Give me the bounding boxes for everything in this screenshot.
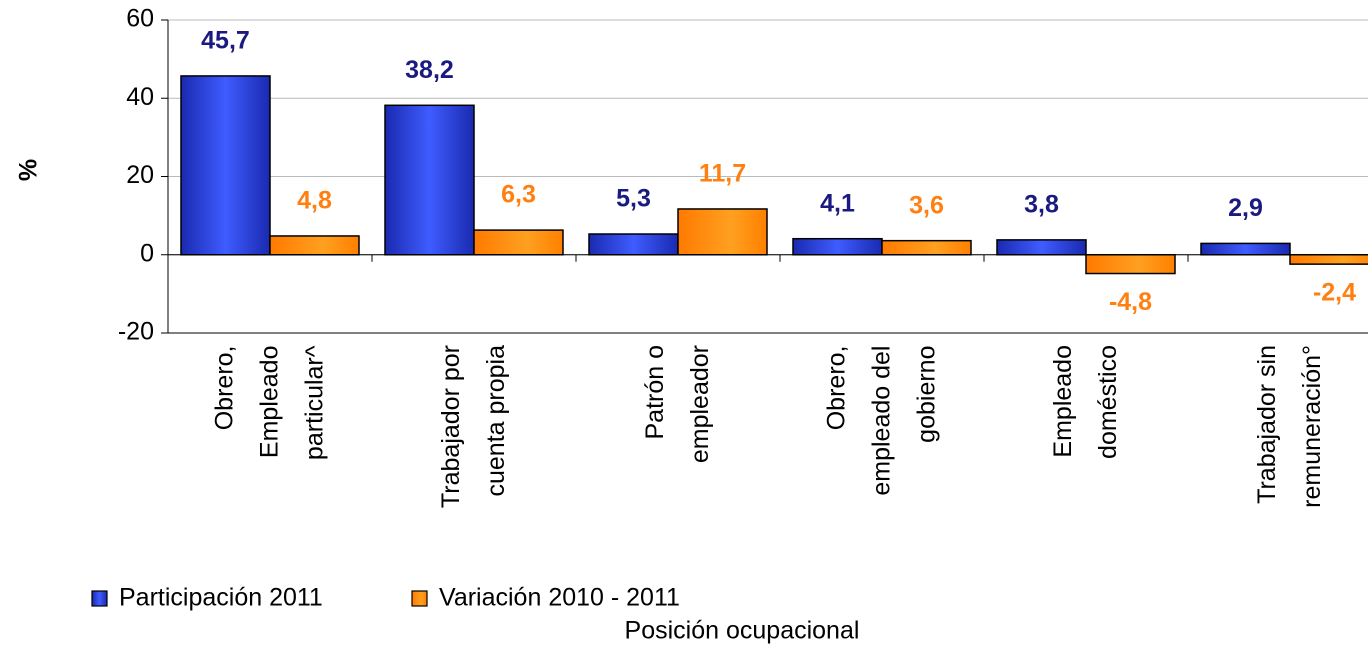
bar [473, 229, 564, 256]
data-label: -2,4 [1313, 279, 1356, 307]
data-label: 4,1 [820, 189, 855, 217]
y-tick-label: 60 [126, 5, 154, 33]
data-label: -4,8 [1109, 288, 1152, 316]
legend-swatch [411, 590, 428, 607]
data-label: 5,3 [616, 185, 651, 213]
bar [1200, 242, 1291, 256]
data-label: 6,3 [501, 181, 536, 209]
y-tick-label: 0 [140, 239, 154, 267]
y-axis-label: % [15, 159, 43, 181]
legend-label: Variación 2010 - 2011 [439, 584, 680, 612]
y-tick-label: 20 [126, 161, 154, 189]
data-label: 2,9 [1228, 194, 1263, 222]
data-label: 4,8 [297, 187, 332, 215]
bar [384, 104, 475, 256]
x-tick-label: Empleado doméstico [1049, 345, 1122, 459]
bar [677, 208, 768, 256]
bar [1289, 254, 1368, 265]
x-tick-label: Trabajador sin remuneración° [1253, 345, 1326, 508]
y-tick-label: 40 [126, 83, 154, 111]
bar [269, 235, 360, 256]
data-label: 38,2 [405, 56, 454, 84]
bar [1085, 254, 1176, 275]
bar [996, 239, 1087, 256]
x-axis-label: Posición ocupacional [625, 617, 860, 645]
legend-swatch [91, 590, 108, 607]
bar [881, 239, 972, 256]
x-tick-label: Obrero, Empleado particular^ [210, 345, 329, 460]
x-tick-label: Trabajador por cuenta propia [437, 345, 510, 509]
y-tick-label: -20 [118, 318, 154, 346]
legend-label: Participación 2011 [119, 584, 323, 612]
bar [588, 233, 679, 256]
bar [180, 75, 271, 256]
data-label: 3,8 [1024, 190, 1059, 218]
data-label: 45,7 [201, 27, 250, 55]
data-label: 3,6 [909, 191, 944, 219]
x-tick-label: Patrón o empleador [641, 345, 714, 464]
bar [792, 237, 883, 256]
data-label: 11,7 [699, 160, 746, 188]
x-tick-label: Obrero, empleado del gobierno [822, 345, 941, 496]
